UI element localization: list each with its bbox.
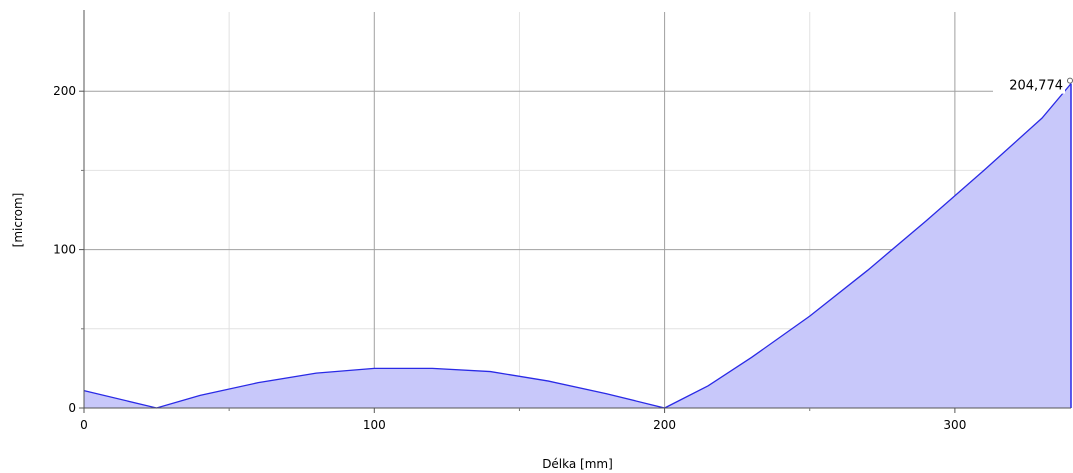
- x-tick-label: 200: [653, 418, 676, 432]
- x-tick-label: 0: [80, 418, 88, 432]
- axes: [79, 10, 1071, 413]
- x-axis-title: Délka [mm]: [542, 457, 613, 471]
- x-tick-label: 100: [363, 418, 386, 432]
- x-tick-label: 300: [943, 418, 966, 432]
- annotations: 204,774: [993, 75, 1073, 94]
- series-fill: [84, 83, 1071, 408]
- point-label-background: [993, 75, 1065, 94]
- series-area: [83, 83, 1072, 409]
- tick-labels: 0 100 200 300 0 100 200: [53, 84, 966, 432]
- point-label: 204,774: [1009, 79, 1063, 94]
- series-line: [83, 83, 1072, 409]
- point-marker: [1067, 77, 1073, 84]
- y-axis-title: [microm]: [11, 193, 25, 248]
- y-tick-label: 200: [53, 84, 76, 98]
- y-tick-label: 100: [53, 243, 76, 257]
- y-tick-label: 0: [68, 401, 76, 415]
